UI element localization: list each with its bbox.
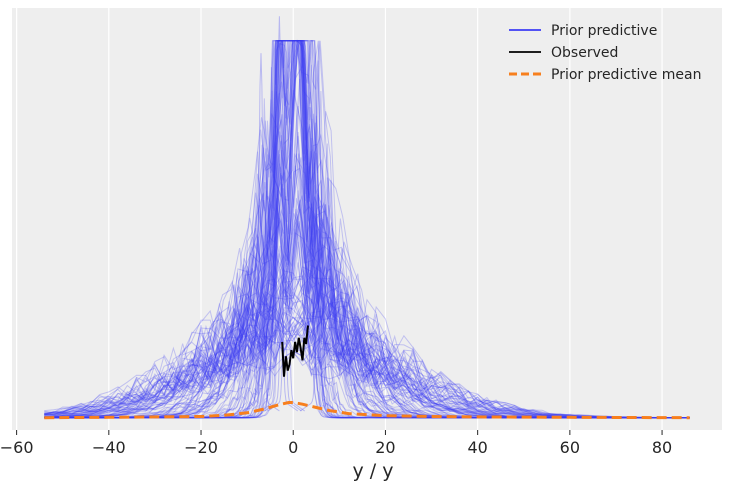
x-tick-label: 60 [560,438,580,457]
x-tick-label: 0 [288,438,298,457]
grid-lines [16,8,663,430]
x-tick-label: −40 [92,438,126,457]
prior-predictive-curves [44,16,690,419]
observed-line [281,325,309,377]
prior-predictive-sample [163,39,440,419]
prior-predictive-sample [44,213,671,419]
x-tick-label: −20 [184,438,218,457]
prior-predictive-sample [44,310,690,419]
prior-predictive-sample [233,40,357,419]
x-tick-label: 20 [375,438,395,457]
prior-predictive-sample [191,40,389,419]
x-axis-ticks: −60 −40 −20 0 20 40 60 80 [0,430,672,457]
prior-predictive-sample [135,106,461,419]
legend: Prior predictive Observed Prior predicti… [509,23,701,83]
prior-predictive-sample [190,40,382,419]
prior-predictive-sample [217,40,358,419]
prior-predictive-sample [166,40,414,419]
prior-predictive-sample [216,40,367,419]
prior-predictive-sample [227,40,361,419]
prior-predictive-sample [230,40,353,419]
observed-path [281,325,309,377]
x-axis-label: y / y [353,460,394,482]
prior-predictive-sample [197,40,394,419]
prior-predictive-sample [181,40,397,419]
prior-predictive-sample [180,40,404,419]
prior-predictive-sample [196,40,389,419]
x-tick-label: 40 [467,438,487,457]
prior-predictive-sample [233,40,356,419]
prior-predictive-sample [183,40,422,419]
prior-predictive-mean-line [44,401,690,420]
prior-predictive-sample [44,203,579,419]
prior-predictive-sample [220,40,360,419]
plot-background [12,8,722,430]
prior-predictive-sample [236,40,366,419]
prior-predictive-sample [53,64,524,419]
prior-predictive-sample [228,40,347,419]
prior-predictive-sample [260,16,299,412]
prior-predictive-sample [44,333,690,419]
prior-predictive-sample [210,40,368,419]
prior-predictive-sample [196,40,381,419]
prior-predictive-sample [44,335,690,419]
prior-predictive-sample [236,40,349,419]
prior-predictive-sample [189,40,414,419]
legend-observed-label: Observed [551,45,618,61]
prior-predictive-sample [299,229,338,412]
prior-predictive-sample [230,40,367,419]
x-tick-label: −60 [0,438,33,457]
prior-predictive-mean-path [44,401,690,420]
prior-predictive-sample [217,40,367,419]
legend-prior-predictive-label: Prior predictive [551,23,657,39]
legend-prior-mean-label: Prior predictive mean [551,67,701,83]
prior-predictive-sample [44,40,578,419]
prior-predictive-sample [179,40,426,419]
x-tick-label: 80 [652,438,672,457]
prior-predictive-sample [55,173,520,419]
prior-predictive-sample [239,40,354,419]
prior-predictive-sample [99,40,476,419]
prior-predictive-sample [234,40,347,419]
prior-predictive-sample [44,299,690,419]
prior-predictive-sample [229,40,350,419]
